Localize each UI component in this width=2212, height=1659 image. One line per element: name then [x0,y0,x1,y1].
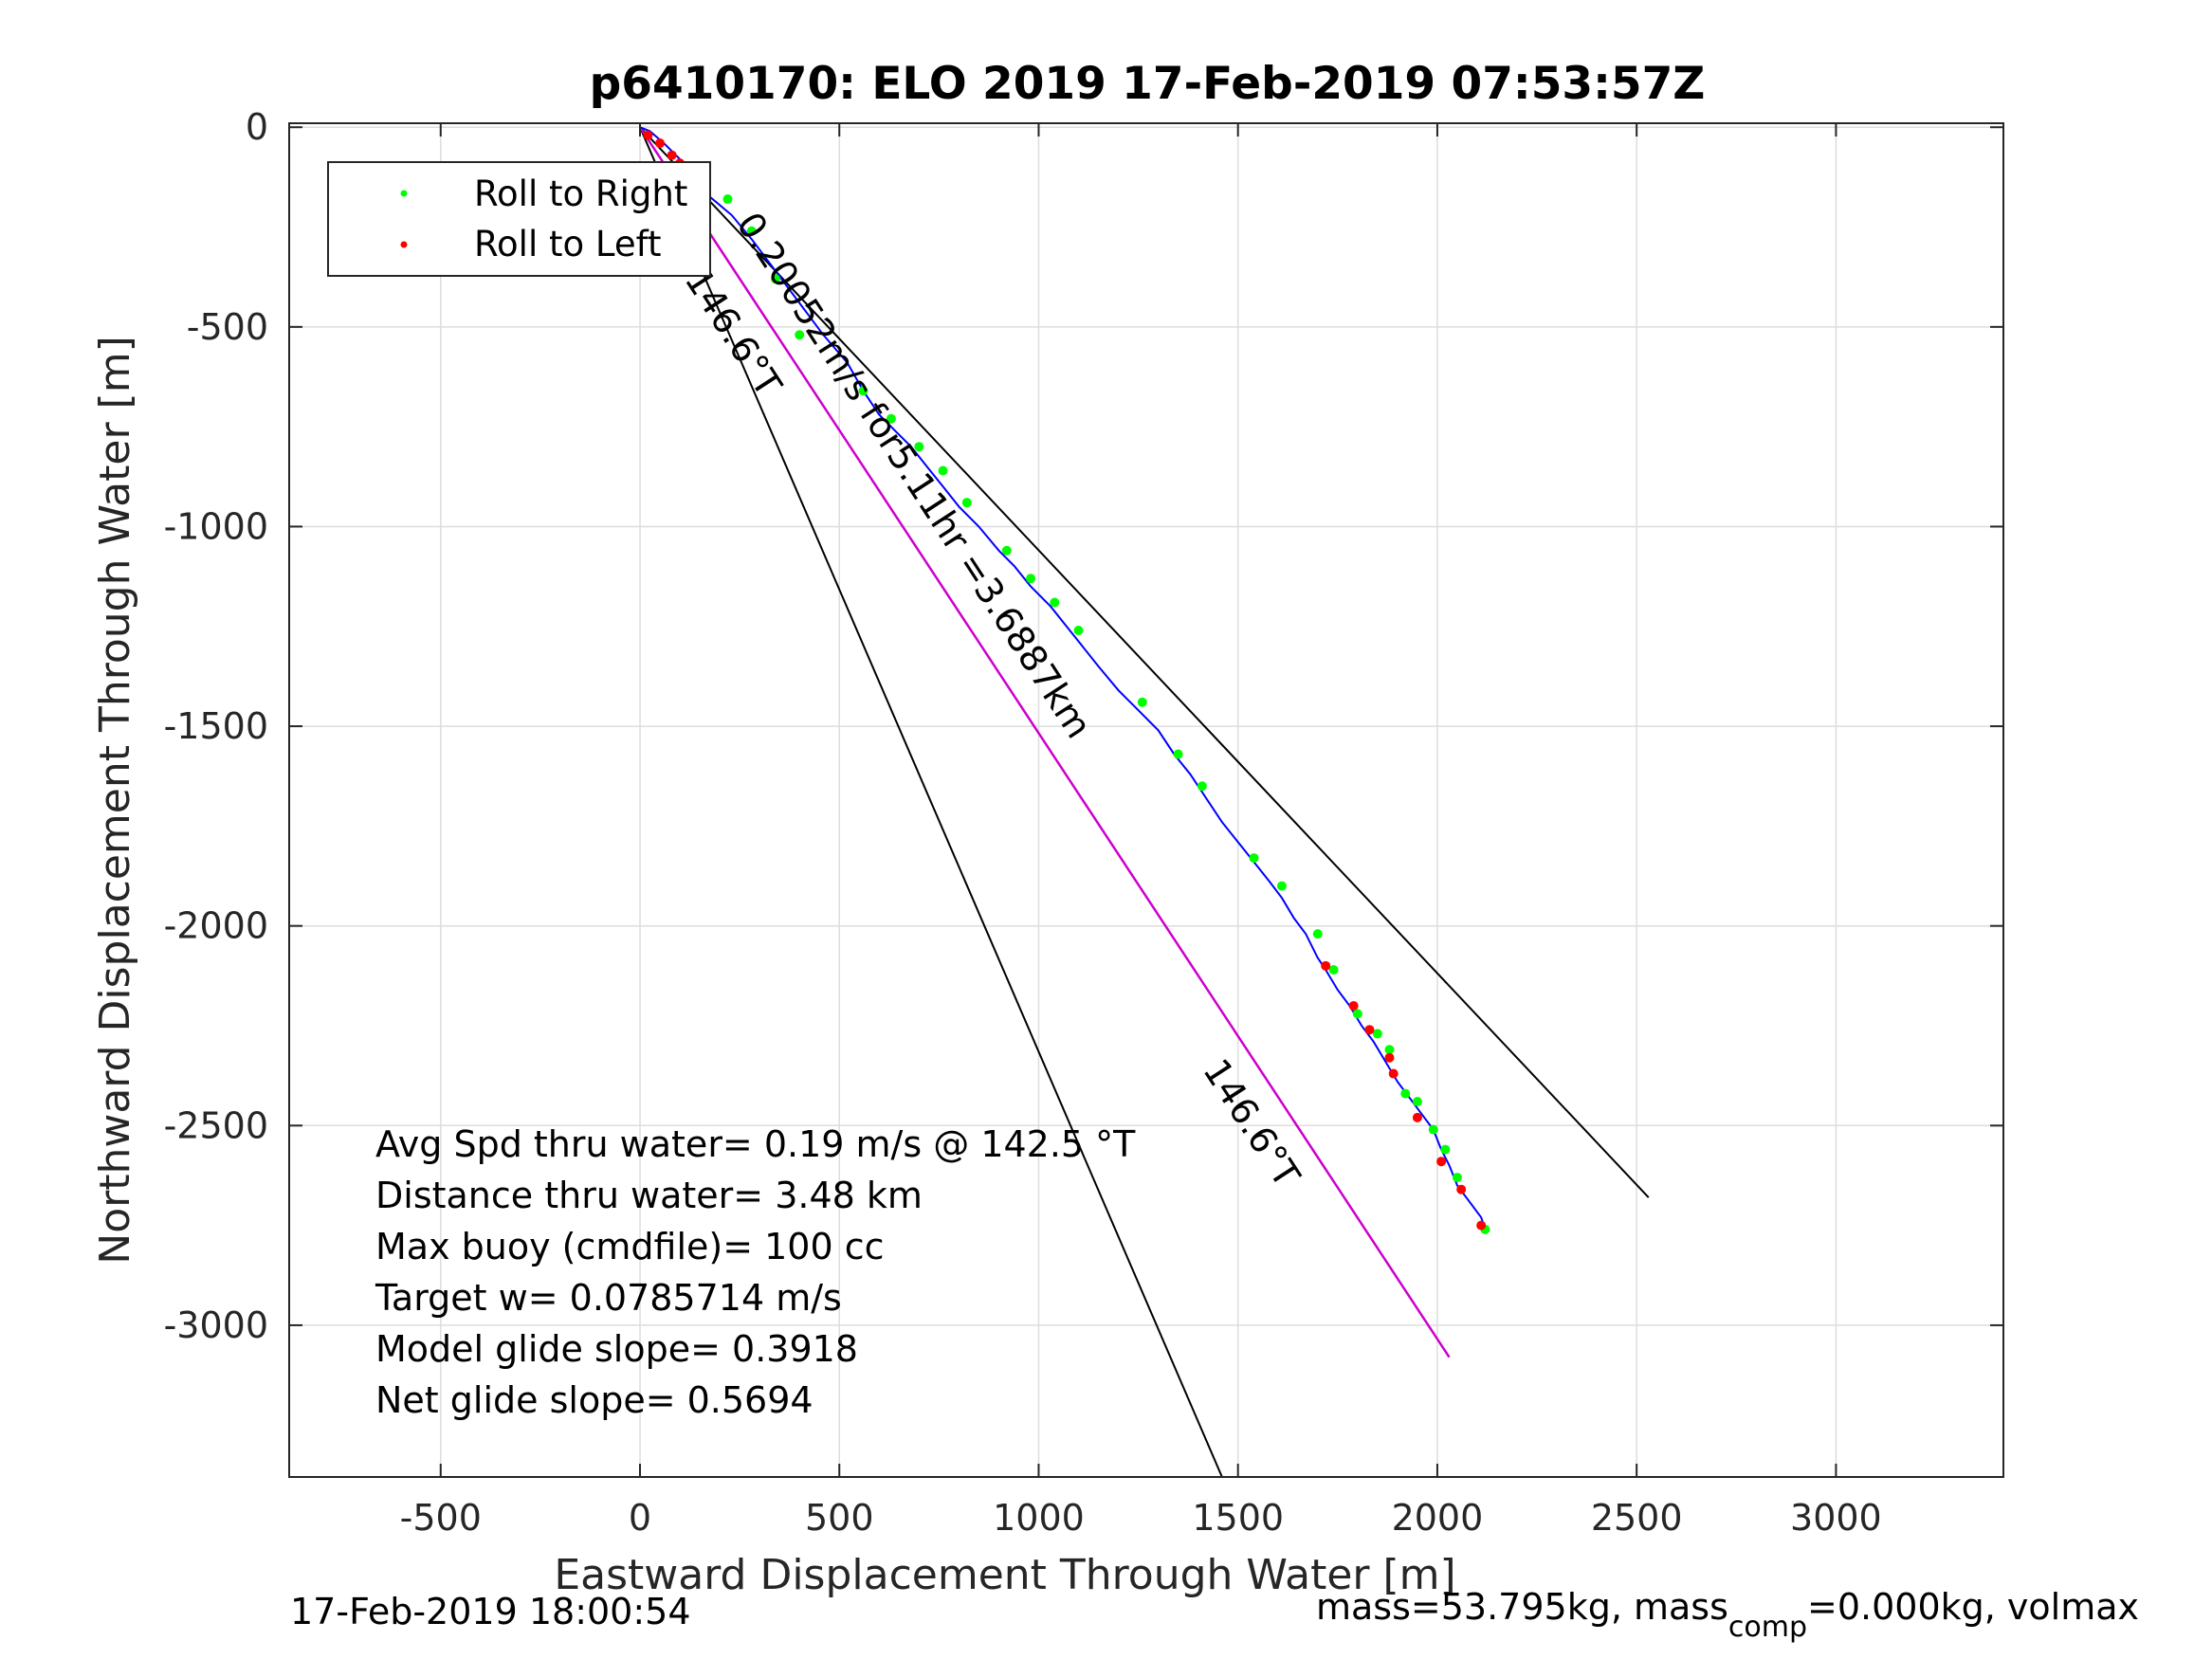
roll-left-point [667,150,677,160]
footer-timestamp: 17-Feb-2019 18:00:54 [290,1591,691,1632]
roll-right-point [1197,781,1207,792]
legend-label-roll-right: Roll to Right [474,173,687,214]
roll-right-point [1372,1029,1382,1039]
heading-bound-line [639,126,1223,1478]
stat-net-glide: Net glide slope= 0.5694 [375,1379,814,1421]
roll-right-point [1073,625,1084,635]
footer-mass-prefix: mass=53.795kg, mass [1316,1586,1728,1628]
stats-annotations: Avg Spd thru water= 0.19 m/s @ 142.5 °T … [375,1123,1136,1421]
roll-left-point [1476,1220,1487,1231]
roll-right-point [1001,545,1012,556]
roll-right-point [961,498,972,508]
roll-right-point [1050,597,1060,608]
y-tick-label: -1000 [164,505,268,547]
x-tick-label: 2500 [1591,1497,1683,1539]
roll-right-point [886,413,896,424]
roll-right-point [1026,574,1036,584]
stat-max-buoy: Max buoy (cmdfile)= 100 cc [375,1226,885,1267]
roll-right-point [1249,853,1259,864]
roll-left-point [655,138,666,149]
roll-left-point [1348,1000,1359,1011]
mean-heading-line [638,126,1451,1358]
roll-right-point [1352,1009,1362,1019]
x-tick-label: 1500 [1192,1497,1284,1539]
roll-right-point [1328,965,1339,975]
x-tick-label: 3000 [1790,1497,1882,1539]
footer-mass-sub: comp [1728,1611,1807,1644]
grid-lines [289,123,2003,1477]
x-tick-label: 0 [629,1497,651,1539]
legend-marker-roll-right [400,190,408,197]
x-axis-label: Eastward Displacement Through Water [m] [554,1551,1455,1599]
legend-box [327,161,711,277]
roll-right-point [1452,1173,1462,1183]
roll-left-point [1364,1025,1375,1035]
series-layer [638,126,1650,1478]
y-tick-label: 0 [246,106,268,148]
stat-target-w: Target w= 0.0785714 m/s [375,1277,842,1319]
plot-background [289,123,2003,1477]
roll-right-point [746,226,757,236]
roll-right-point [858,386,868,396]
x-tick-label: 1000 [993,1497,1085,1539]
roll-left-point [1321,960,1331,971]
roll-right-point [1412,1097,1422,1107]
roll-right-point [914,442,924,452]
roll-right-point [938,465,948,476]
roll-right-point [770,274,780,284]
roll-left-point [1412,1112,1422,1122]
footer-mass-suffix: =0.000kg, volmax [1807,1586,2139,1628]
roll-left-point [643,130,653,140]
heading-bound-line [639,126,1650,1198]
roll-right-point [1173,749,1183,759]
x-tick-label: -500 [400,1497,482,1539]
roll-right-point [1384,1045,1395,1055]
x-tick-label: 2000 [1392,1497,1484,1539]
legend: Roll to Right Roll to Left [327,161,711,277]
y-axis-label: Northward Displacement Through Water [m] [91,336,139,1264]
roll-left-point [1384,1052,1395,1063]
y-tick-label: -1500 [164,705,268,747]
x-tick-label: 500 [805,1497,874,1539]
tick-marks [289,123,2003,1477]
y-tick-label: -3000 [164,1304,268,1346]
y-tick-label: -500 [187,306,268,348]
roll-right-point [1312,929,1323,939]
chart-title: p6410170: ELO 2019 17-Feb-2019 07:53:57Z [590,58,1706,110]
roll-right-point [722,194,733,205]
roll-right-point [1137,697,1147,707]
stat-distance: Distance thru water= 3.48 km [375,1175,923,1216]
footer-mass: mass=53.795kg, masscomp=0.000kg, volmax [1316,1586,2139,1644]
roll-right-point [795,330,805,340]
roll-left-point [1456,1184,1467,1194]
roll-right-point [1440,1144,1451,1155]
y-tick-label: -2000 [164,905,268,947]
legend-label-roll-left: Roll to Left [474,224,662,264]
roll-right-point [1428,1124,1438,1135]
stat-model-glide: Model glide slope= 0.3918 [375,1328,858,1370]
roll-left-point [1436,1157,1447,1167]
roll-left-point [1388,1068,1398,1079]
legend-marker-roll-left [400,241,408,248]
roll-right-point [1276,881,1287,891]
tick-labels: -500 0 500 1000 1500 2000 2500 3000 0 -500 -1000 -1… [164,106,1882,1539]
roll-right-point [1400,1088,1411,1099]
stat-avg-speed: Avg Spd thru water= 0.19 m/s @ 142.5 °T [375,1123,1136,1165]
plot-frame [288,122,2004,1478]
plot-area [288,122,2004,1478]
y-tick-label: -2500 [164,1104,268,1146]
